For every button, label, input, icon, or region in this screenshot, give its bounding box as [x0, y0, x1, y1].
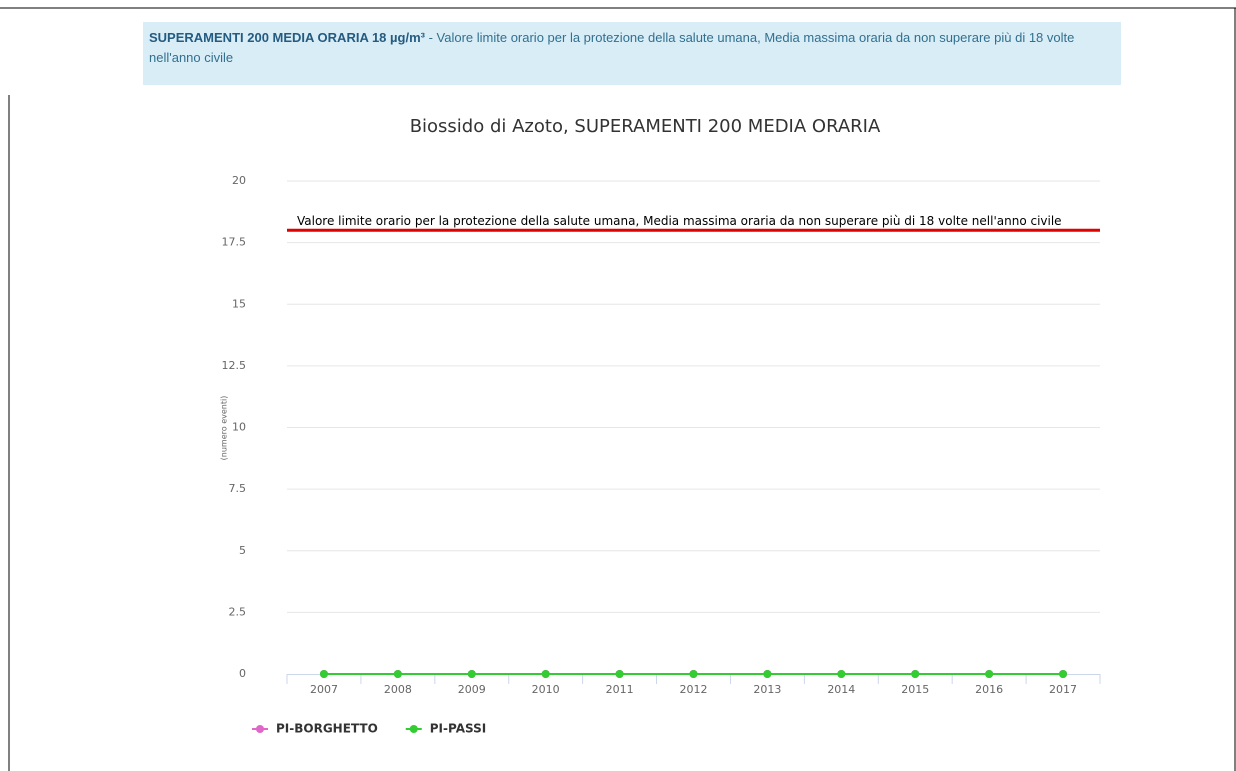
- y-tick-label: 17.5: [222, 236, 247, 249]
- point: [541, 670, 550, 678]
- x-tick-label: 2016: [975, 683, 1003, 696]
- x-tick-label: 2013: [753, 683, 781, 696]
- y-tick-label: 10: [232, 421, 246, 434]
- point: [763, 670, 772, 678]
- y-tick-label: 7.5: [229, 482, 247, 495]
- point: [615, 670, 624, 678]
- x-tick-label: 2009: [458, 683, 486, 696]
- info-box: SUPERAMENTI 200 MEDIA ORARIA 18 µg/m³ - …: [143, 22, 1121, 85]
- legend-symbol: [256, 725, 264, 733]
- x-tick-label: 2007: [310, 683, 338, 696]
- point: [689, 670, 698, 678]
- point: [393, 670, 402, 678]
- y-tick-label: 12.5: [222, 359, 247, 372]
- x-tick-label: 2015: [901, 683, 929, 696]
- x-tick-label: 2014: [827, 683, 855, 696]
- x-tick-label: 2008: [384, 683, 412, 696]
- x-tick-label: 2012: [680, 683, 708, 696]
- x-tick-label: 2011: [606, 683, 634, 696]
- point: [467, 670, 476, 678]
- legend-symbol: [409, 725, 418, 733]
- plot-line-label: Valore limite orario per la protezione d…: [297, 214, 1062, 228]
- point: [319, 670, 328, 678]
- y-tick-label: 0: [239, 667, 246, 680]
- point: [1059, 670, 1068, 678]
- legend-label: PI-BORGHETTO: [276, 722, 378, 736]
- point: [837, 670, 846, 678]
- chart-title: Biossido di Azoto, SUPERAMENTI 200 MEDIA…: [410, 116, 881, 137]
- point: [911, 670, 920, 678]
- x-tick-label: 2017: [1049, 683, 1077, 696]
- legend-label: PI-PASSI: [430, 722, 486, 736]
- info-text: - Valore limite orario per la protezione…: [149, 30, 1075, 65]
- point: [985, 670, 994, 678]
- y-tick-label: 15: [232, 297, 246, 310]
- y-tick-label: 20: [232, 174, 246, 187]
- y-tick-label: 5: [239, 544, 246, 557]
- y-axis-label: (numero eventi): [220, 396, 229, 461]
- x-tick-label: 2010: [532, 683, 560, 696]
- info-title: SUPERAMENTI 200 MEDIA ORARIA 18 µg/m³: [149, 30, 425, 45]
- y-tick-label: 2.5: [229, 605, 247, 618]
